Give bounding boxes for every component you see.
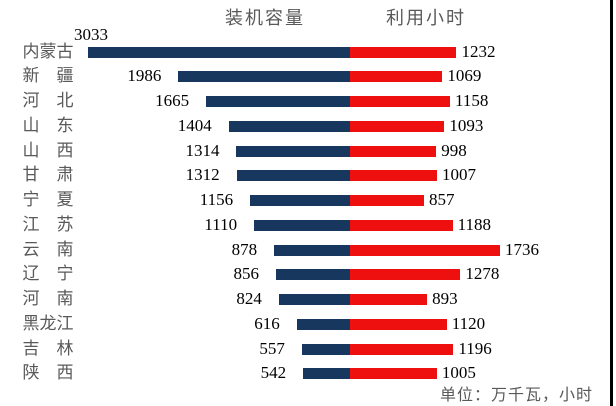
capacity-value-label: 1986: [127, 66, 162, 86]
capacity-bar: [206, 96, 350, 108]
hours-value-label: 1736: [504, 239, 539, 259]
capacity-bar: [87, 46, 350, 58]
table-row: 云 南 878 1736: [0, 238, 616, 263]
capacity-bar: [236, 145, 350, 157]
category-label: 甘 肃: [22, 165, 74, 185]
capacity-bar: [276, 269, 350, 281]
hours-value-label: 1093: [449, 115, 484, 135]
capacity-value-label: 1156: [199, 190, 234, 210]
hours-value-label: 893: [432, 289, 458, 309]
category-label: 云 南: [22, 239, 74, 259]
capacity-value-label: 542: [260, 363, 287, 383]
capacity-bar: [250, 195, 350, 207]
hours-bar: [350, 46, 457, 58]
hours-bar: [350, 244, 500, 256]
category-label: 吉 林: [22, 338, 74, 358]
category-label: 江 苏: [22, 214, 74, 234]
hours-bar: [350, 368, 437, 380]
category-label: 河 南: [22, 289, 74, 309]
category-label: 河 北: [22, 91, 74, 111]
capacity-value-label: 3033: [73, 24, 108, 44]
capacity-bar: [178, 71, 350, 83]
category-label: 陕 西: [22, 363, 74, 383]
table-row: 陕 西 542 1005: [0, 361, 616, 386]
capacity-bar: [303, 368, 350, 380]
category-label: 宁 夏: [22, 190, 74, 210]
capacity-bar: [236, 170, 350, 182]
capacity-bar: [274, 244, 350, 256]
hours-value-label: 1005: [441, 363, 476, 383]
table-row: 新 疆 1986 1069: [0, 64, 616, 89]
table-row: 内蒙古 3033 1232: [0, 26, 616, 65]
hours-value-label: 857: [429, 190, 455, 210]
capacity-value-label: 1312: [185, 165, 220, 185]
table-row: 辽 宁 856 1278: [0, 262, 616, 287]
hours-bar: [350, 170, 437, 182]
table-row: 江 苏 1110 1188: [0, 213, 616, 238]
hours-value-label: 1069: [447, 66, 482, 86]
right-border-line: [610, 0, 613, 406]
capacity-bar: [278, 294, 350, 306]
capacity-bar: [228, 120, 350, 132]
hours-bar: [350, 318, 447, 330]
hours-bar: [350, 294, 428, 306]
capacity-value-label: 1314: [185, 140, 220, 160]
hours-value-label: 1278: [465, 264, 500, 284]
capacity-value-label: 856: [233, 264, 260, 284]
series-header-capacity: 装机容量: [225, 8, 305, 28]
capacity-bar: [254, 219, 350, 231]
unit-note: 单位：万千瓦，小时: [439, 387, 593, 404]
hours-bar: [350, 219, 453, 231]
hours-value-label: 1196: [458, 338, 492, 358]
category-label: 内蒙古: [22, 41, 74, 61]
table-row: 甘 肃 1312 1007: [0, 163, 616, 188]
category-label: 山 西: [22, 140, 74, 160]
hours-bar: [350, 71, 443, 83]
capacity-value-label: 824: [236, 289, 262, 309]
capacity-value-label: 557: [259, 338, 285, 358]
hours-bar: [350, 269, 461, 281]
category-label: 黑龙江: [22, 313, 74, 333]
table-row: 宁 夏 1156 857: [0, 188, 616, 213]
table-row: 河 南 824 893: [0, 287, 616, 312]
capacity-value-label: 1665: [155, 91, 190, 111]
hours-bar: [350, 195, 425, 207]
capacity-bar: [301, 343, 350, 355]
hours-value-label: 1232: [461, 41, 496, 61]
hours-bar: [350, 343, 454, 355]
hours-bar: [350, 120, 445, 132]
table-row: 河 北 1665 1158: [0, 89, 616, 114]
capacity-bar: [296, 318, 350, 330]
table-row: 吉 林 557 1196: [0, 337, 616, 362]
hours-bar: [350, 96, 451, 108]
capacity-value-label: 878: [231, 239, 258, 259]
capacity-value-label: 1404: [177, 115, 212, 135]
hours-value-label: 998: [441, 140, 467, 160]
table-row: 山 东 1404 1093: [0, 114, 616, 139]
hours-bar: [350, 145, 437, 157]
hours-value-label: 1007: [442, 165, 476, 185]
hours-value-label: 1188: [457, 214, 492, 234]
category-label: 辽 宁: [22, 264, 74, 284]
table-row: 山 西 1314 998: [0, 139, 616, 164]
category-label: 新 疆: [22, 66, 74, 86]
capacity-value-label: 616: [254, 313, 280, 333]
category-label: 山 东: [22, 115, 74, 135]
hours-value-label: 1120: [451, 313, 486, 333]
capacity-value-label: 1110: [204, 214, 238, 234]
table-row: 黑龙江 616 1120: [0, 312, 616, 337]
series-header-hours: 利用小时: [386, 8, 466, 28]
hours-value-label: 1158: [455, 91, 489, 111]
